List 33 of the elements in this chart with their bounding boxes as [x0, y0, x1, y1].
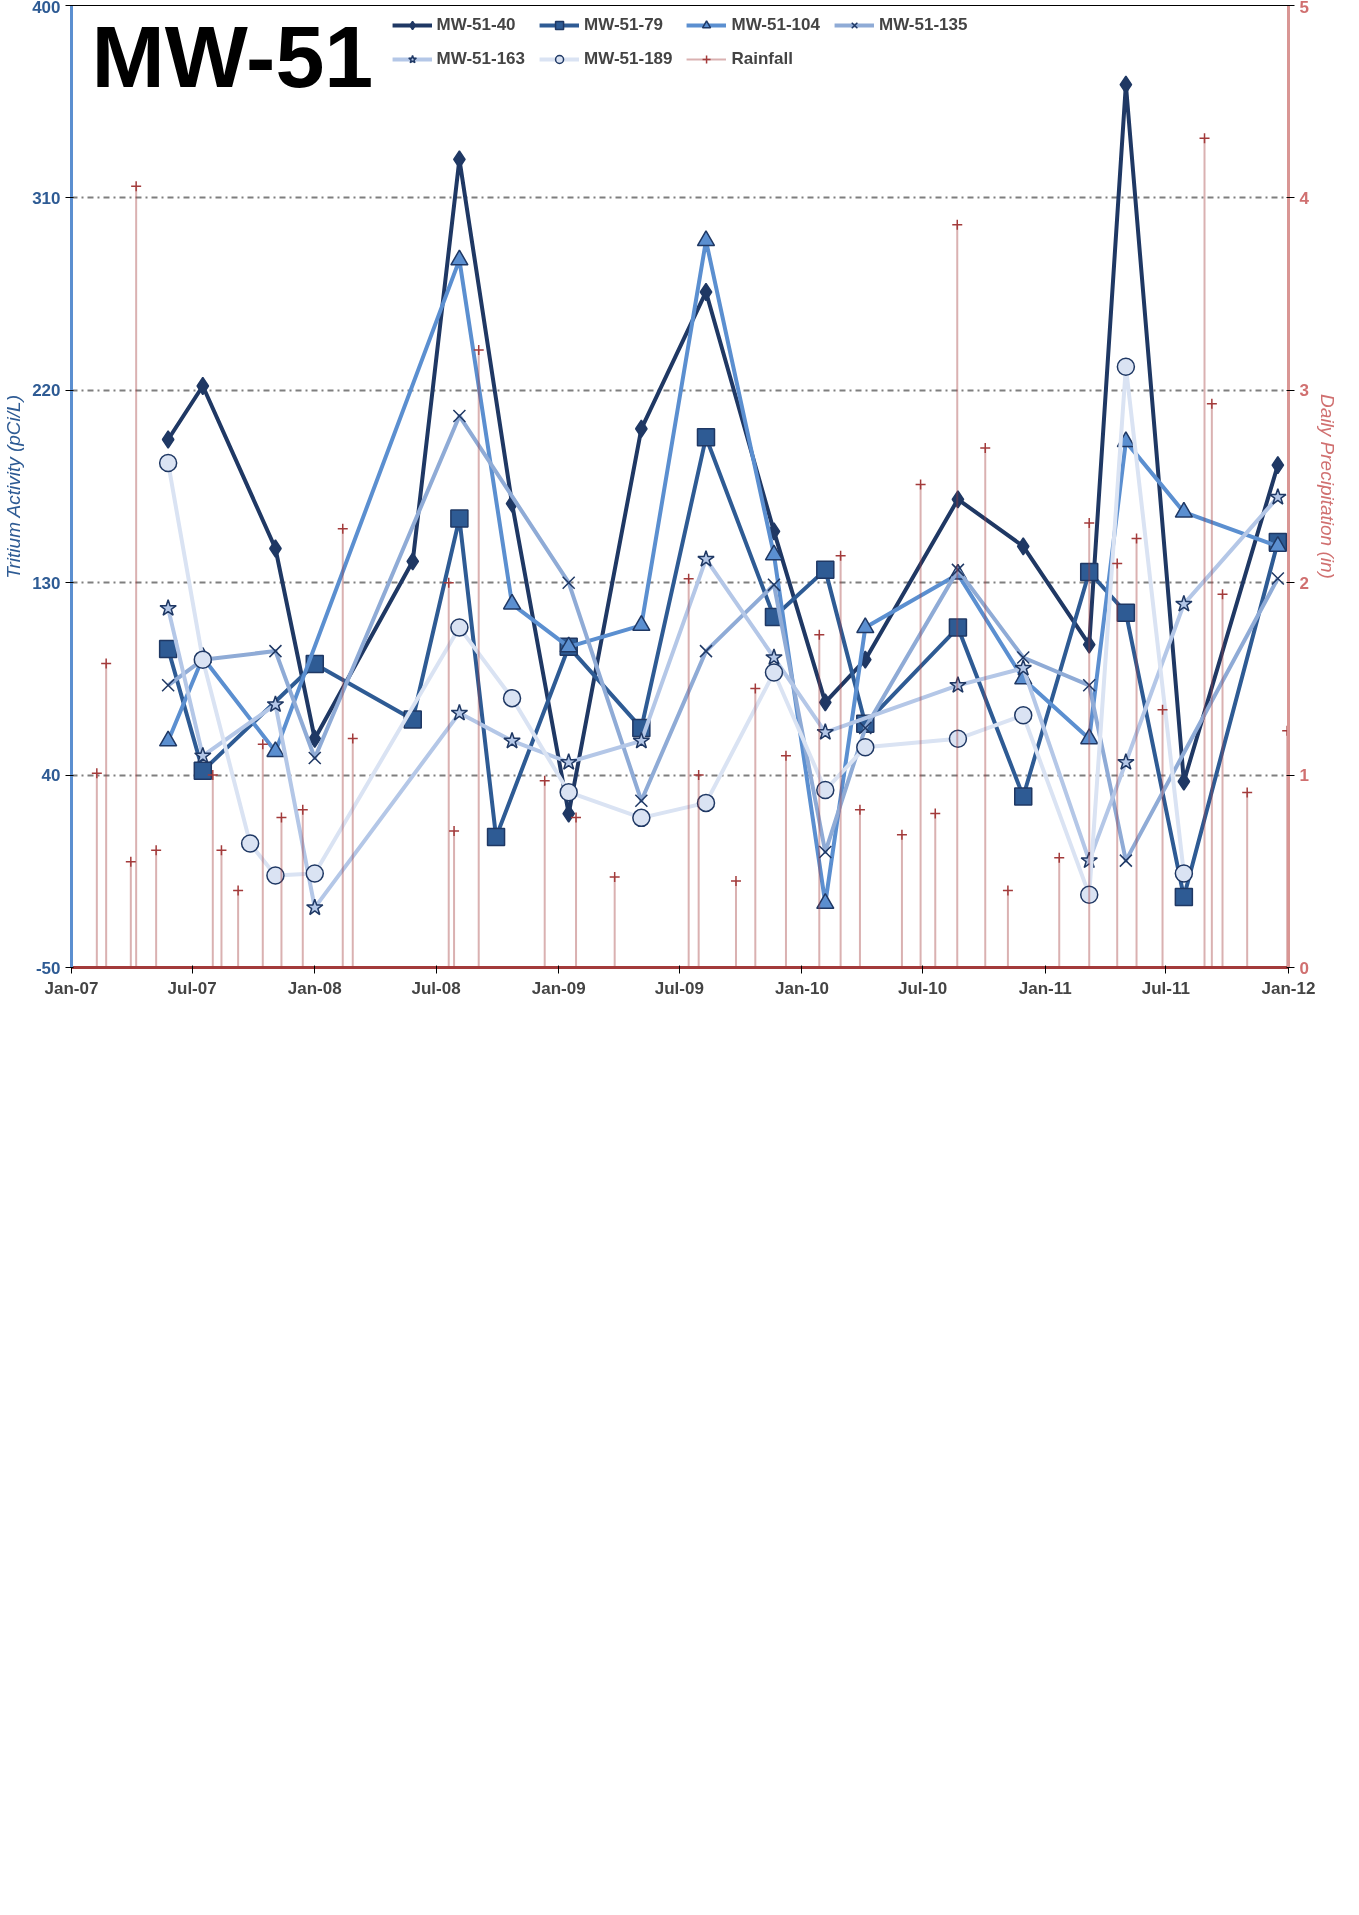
- legend-label: MW-51-104: [731, 15, 820, 35]
- y-tick-label: 400: [32, 0, 61, 17]
- y2-axis-title: Daily Precipitation (in): [1316, 394, 1338, 579]
- x-tick-label: Jan-09: [531, 978, 586, 998]
- legend-label: MW-51-163: [436, 49, 526, 69]
- chart-title: MW-51: [91, 6, 374, 106]
- y2-tick-label: 5: [1299, 0, 1309, 17]
- x-tick-label: Jul-11: [1141, 978, 1190, 998]
- y-tick-label: 310: [32, 188, 61, 208]
- x-tick-label: Jan-07: [44, 978, 99, 998]
- legend-label: MW-51-189: [584, 49, 673, 69]
- y2-tick-label: 3: [1299, 381, 1309, 401]
- y2-tick-label: 0: [1299, 958, 1309, 978]
- legend-label: MW-51-135: [878, 15, 968, 35]
- x-tick-label: Jan-08: [287, 978, 342, 998]
- y-tick-label: 130: [32, 573, 61, 593]
- legend-label: Rainfall: [731, 49, 793, 69]
- y-tick-label: -50: [35, 958, 61, 978]
- x-tick-label: Jan-12: [1261, 978, 1316, 998]
- legend-label: MW-51-79: [584, 15, 664, 35]
- y-axis-title: Tritium Activity (pCi/L): [3, 395, 25, 579]
- x-tick-label: Jul-09: [654, 978, 704, 998]
- x-tick-label: Jul-07: [167, 978, 217, 998]
- y-tick-label: 40: [41, 766, 61, 786]
- x-tick-label: Jan-10: [775, 978, 829, 998]
- y2-tick-label: 2: [1299, 573, 1309, 593]
- y2-tick-label: 1: [1299, 766, 1309, 786]
- x-tick-label: Jul-08: [411, 978, 461, 998]
- x-tick-label: Jul-10: [898, 978, 948, 998]
- x-tick-label: Jan-11: [1018, 978, 1072, 998]
- y2-tick-label: 4: [1299, 188, 1310, 208]
- y-tick-label: 220: [32, 381, 61, 401]
- legend-label: MW-51-40: [436, 15, 516, 35]
